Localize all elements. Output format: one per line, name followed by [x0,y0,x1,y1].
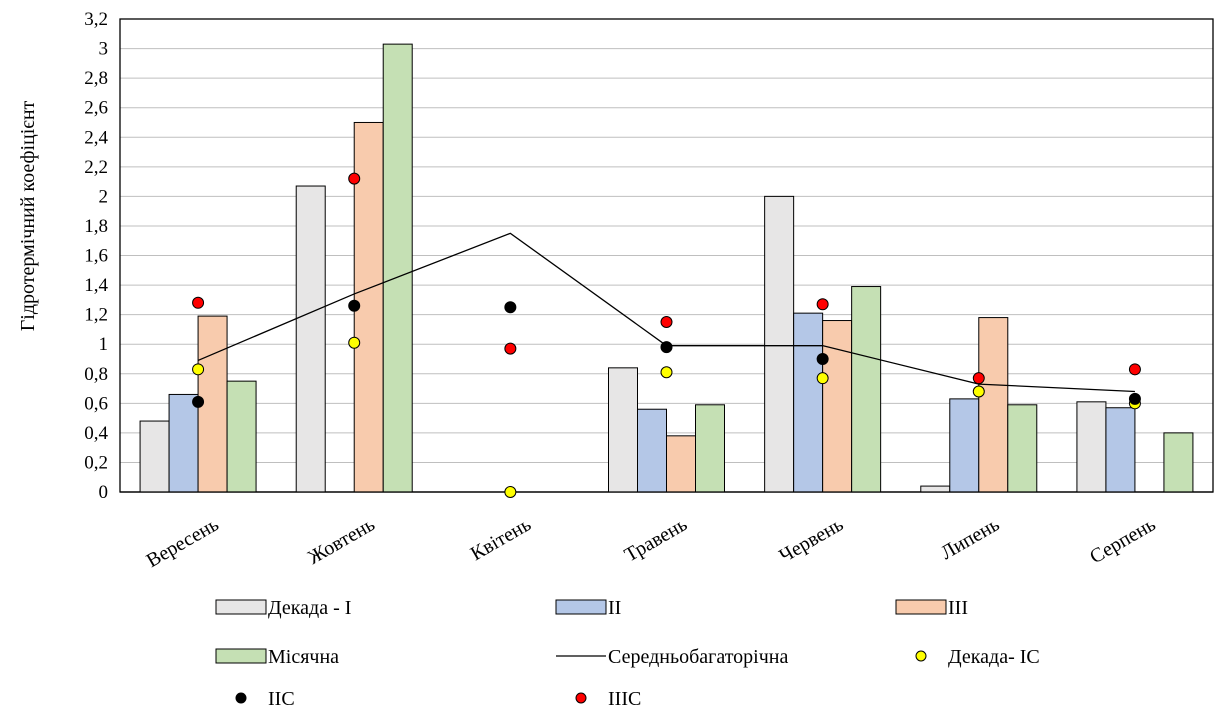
data-point [1128,363,1141,376]
bar [695,404,725,493]
data-point [192,296,205,309]
x-tick-label: Червень [776,513,848,567]
bar [1007,404,1038,493]
data-point [816,298,829,311]
legend-marker [575,692,587,704]
data-point [504,486,517,498]
bar [851,286,882,493]
bar [637,408,667,493]
bar [793,312,824,493]
data-point [816,372,829,385]
y-tick-label: 1,8 [84,216,108,237]
bar [764,195,795,493]
y-tick-label: 1,6 [84,246,108,267]
legend-label: Середньобагаторічна [608,646,788,668]
data-point [348,299,361,312]
y-tick-label: 1,4 [84,275,108,296]
legend-swatch [215,599,267,615]
bar [1076,401,1107,493]
data-point [504,342,517,355]
y-axis-title: Гідротермічний коефіцієнт [17,100,39,331]
y-tick-label: 1 [99,334,109,355]
data-point [348,172,361,185]
bar [295,185,326,493]
data-point [816,352,829,365]
bar [666,435,696,493]
bar [1105,407,1136,493]
bar [226,380,257,493]
legend-label: Декада- ІС [948,646,1040,668]
legend-swatch [555,599,607,615]
data-point [192,395,205,408]
y-tick-label: 3,2 [84,9,108,30]
legend-label: ІІС [268,688,295,710]
y-tick-label: 3 [99,39,109,60]
y-tick-label: 0 [99,482,109,503]
data-point [660,366,673,379]
legend-swatch [895,599,947,615]
y-tick-label: 0,6 [84,393,108,414]
legend-marker [235,692,247,704]
data-point [972,372,985,385]
legend-label: ІІ [608,597,621,619]
data-point [504,301,517,314]
legend-label: ІІІ [948,597,968,619]
data-point [192,363,205,376]
bar [168,393,199,493]
x-tick-label: Серпень [1086,513,1159,568]
y-tick-label: 2,6 [84,98,108,119]
legend-marker [915,650,927,662]
bar [139,420,170,493]
y-tick-label: 2,4 [84,127,108,148]
data-point [348,336,361,349]
legend-swatch [215,648,267,664]
x-tick-label: Липень [937,513,1003,564]
bar [382,43,413,493]
y-tick-label: 2,8 [84,68,108,89]
bar [978,317,1009,493]
y-tick-label: 0,4 [84,423,108,444]
legend-label: ІІІС [608,688,641,710]
data-point [972,385,985,398]
bar [1163,432,1194,493]
y-tick-label: 0,2 [84,452,108,473]
y-tick-label: 0,8 [84,364,108,385]
x-tick-label: Жовтень [304,513,378,569]
x-tick-label: Вересень [143,513,223,572]
data-point [660,341,673,354]
x-tick-label: Квітень [467,513,535,565]
legend-label: Декада - І [268,597,351,619]
y-tick-label: 2 [99,186,109,207]
y-tick-label: 1,2 [84,305,108,326]
data-point [660,316,673,329]
bar [920,485,951,493]
bar [949,398,980,493]
legend-label: Місячна [268,646,339,668]
data-point [1128,392,1141,405]
bar [608,367,638,493]
x-tick-label: Травень [621,513,691,566]
y-tick-label: 2,2 [84,157,108,178]
